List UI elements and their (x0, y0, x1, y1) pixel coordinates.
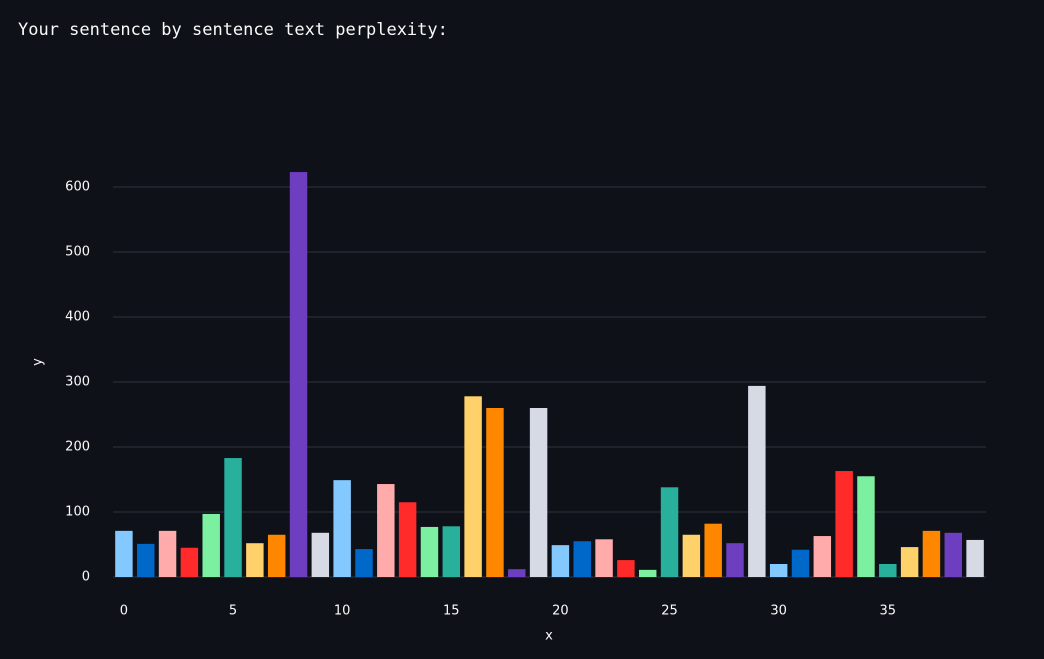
y-tick-label: 100 (65, 505, 90, 520)
bar (857, 476, 875, 577)
bar (311, 532, 330, 577)
bar (573, 541, 591, 577)
bar (464, 396, 482, 577)
bar (617, 560, 635, 577)
bar (813, 536, 832, 577)
bar (355, 549, 373, 577)
bar (835, 471, 853, 577)
bar (769, 564, 788, 577)
y-tick-label: 500 (65, 245, 90, 260)
y-axis-label: y (31, 358, 46, 366)
bar (638, 569, 657, 577)
bar (486, 408, 504, 577)
x-tick-label: 0 (120, 604, 128, 619)
bar (966, 539, 984, 577)
bar (704, 523, 722, 577)
bar (420, 526, 439, 577)
page-title: Your sentence by sentence text perplexit… (18, 20, 448, 40)
bar (180, 547, 199, 577)
bar (529, 408, 548, 577)
bar (398, 502, 417, 577)
y-tick-label: 200 (65, 440, 90, 455)
bar (748, 385, 766, 577)
x-tick-label: 35 (880, 604, 897, 619)
bar (137, 543, 155, 577)
y-tick-label: 600 (65, 180, 90, 195)
bar (224, 458, 242, 577)
bar (202, 513, 220, 577)
bar (246, 543, 264, 577)
bar (879, 564, 897, 577)
x-tick-label: 5 (229, 604, 237, 619)
bar (791, 549, 810, 577)
bar (377, 484, 395, 577)
bar (595, 539, 613, 577)
x-tick-label: 10 (334, 604, 351, 619)
bar (115, 530, 133, 577)
bar (922, 530, 941, 577)
bar (551, 545, 570, 577)
y-tick-label: 400 (65, 310, 90, 325)
x-tick-label: 15 (443, 604, 460, 619)
bar (442, 526, 461, 577)
bar (289, 172, 308, 578)
bar (726, 543, 744, 577)
bar (508, 569, 526, 577)
bar (682, 534, 701, 577)
y-tick-label: 0 (82, 570, 90, 585)
bar (267, 534, 286, 577)
x-axis-label: x (545, 629, 553, 644)
y-tick-label: 300 (65, 375, 90, 390)
x-tick-label: 20 (552, 604, 569, 619)
x-tick-label: 30 (770, 604, 787, 619)
x-tick-label: 25 (661, 604, 678, 619)
bar (944, 532, 962, 577)
bar (900, 547, 919, 577)
bar (158, 530, 177, 577)
bar (333, 480, 351, 577)
bar (660, 487, 679, 577)
